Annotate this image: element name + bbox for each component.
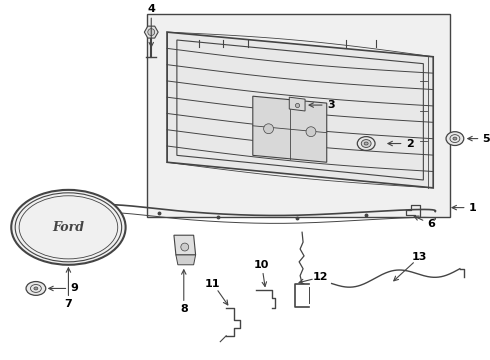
Polygon shape <box>289 97 305 111</box>
Text: 6: 6 <box>427 219 435 229</box>
Text: 11: 11 <box>205 279 221 289</box>
Circle shape <box>306 127 316 137</box>
Text: 8: 8 <box>180 304 188 314</box>
Ellipse shape <box>446 132 464 145</box>
Text: Ford: Ford <box>52 221 84 234</box>
Circle shape <box>148 29 155 36</box>
Polygon shape <box>147 14 450 217</box>
Ellipse shape <box>361 140 371 148</box>
Text: 5: 5 <box>483 134 490 144</box>
Text: 12: 12 <box>313 272 328 282</box>
Circle shape <box>264 124 273 134</box>
Polygon shape <box>167 32 433 188</box>
Polygon shape <box>145 26 158 38</box>
Text: 9: 9 <box>71 283 78 293</box>
Text: 13: 13 <box>412 252 427 262</box>
Text: 2: 2 <box>406 139 414 149</box>
Ellipse shape <box>357 137 375 150</box>
Text: 10: 10 <box>254 260 270 270</box>
Polygon shape <box>174 235 196 255</box>
Ellipse shape <box>453 137 457 140</box>
Text: 7: 7 <box>65 299 73 309</box>
Text: 3: 3 <box>327 100 335 110</box>
Polygon shape <box>253 96 327 162</box>
Ellipse shape <box>11 190 125 265</box>
Text: 4: 4 <box>147 4 155 14</box>
Ellipse shape <box>26 282 46 295</box>
Ellipse shape <box>34 287 38 290</box>
Ellipse shape <box>364 142 368 145</box>
Text: 1: 1 <box>469 203 477 213</box>
Polygon shape <box>176 255 196 265</box>
Circle shape <box>181 243 189 251</box>
